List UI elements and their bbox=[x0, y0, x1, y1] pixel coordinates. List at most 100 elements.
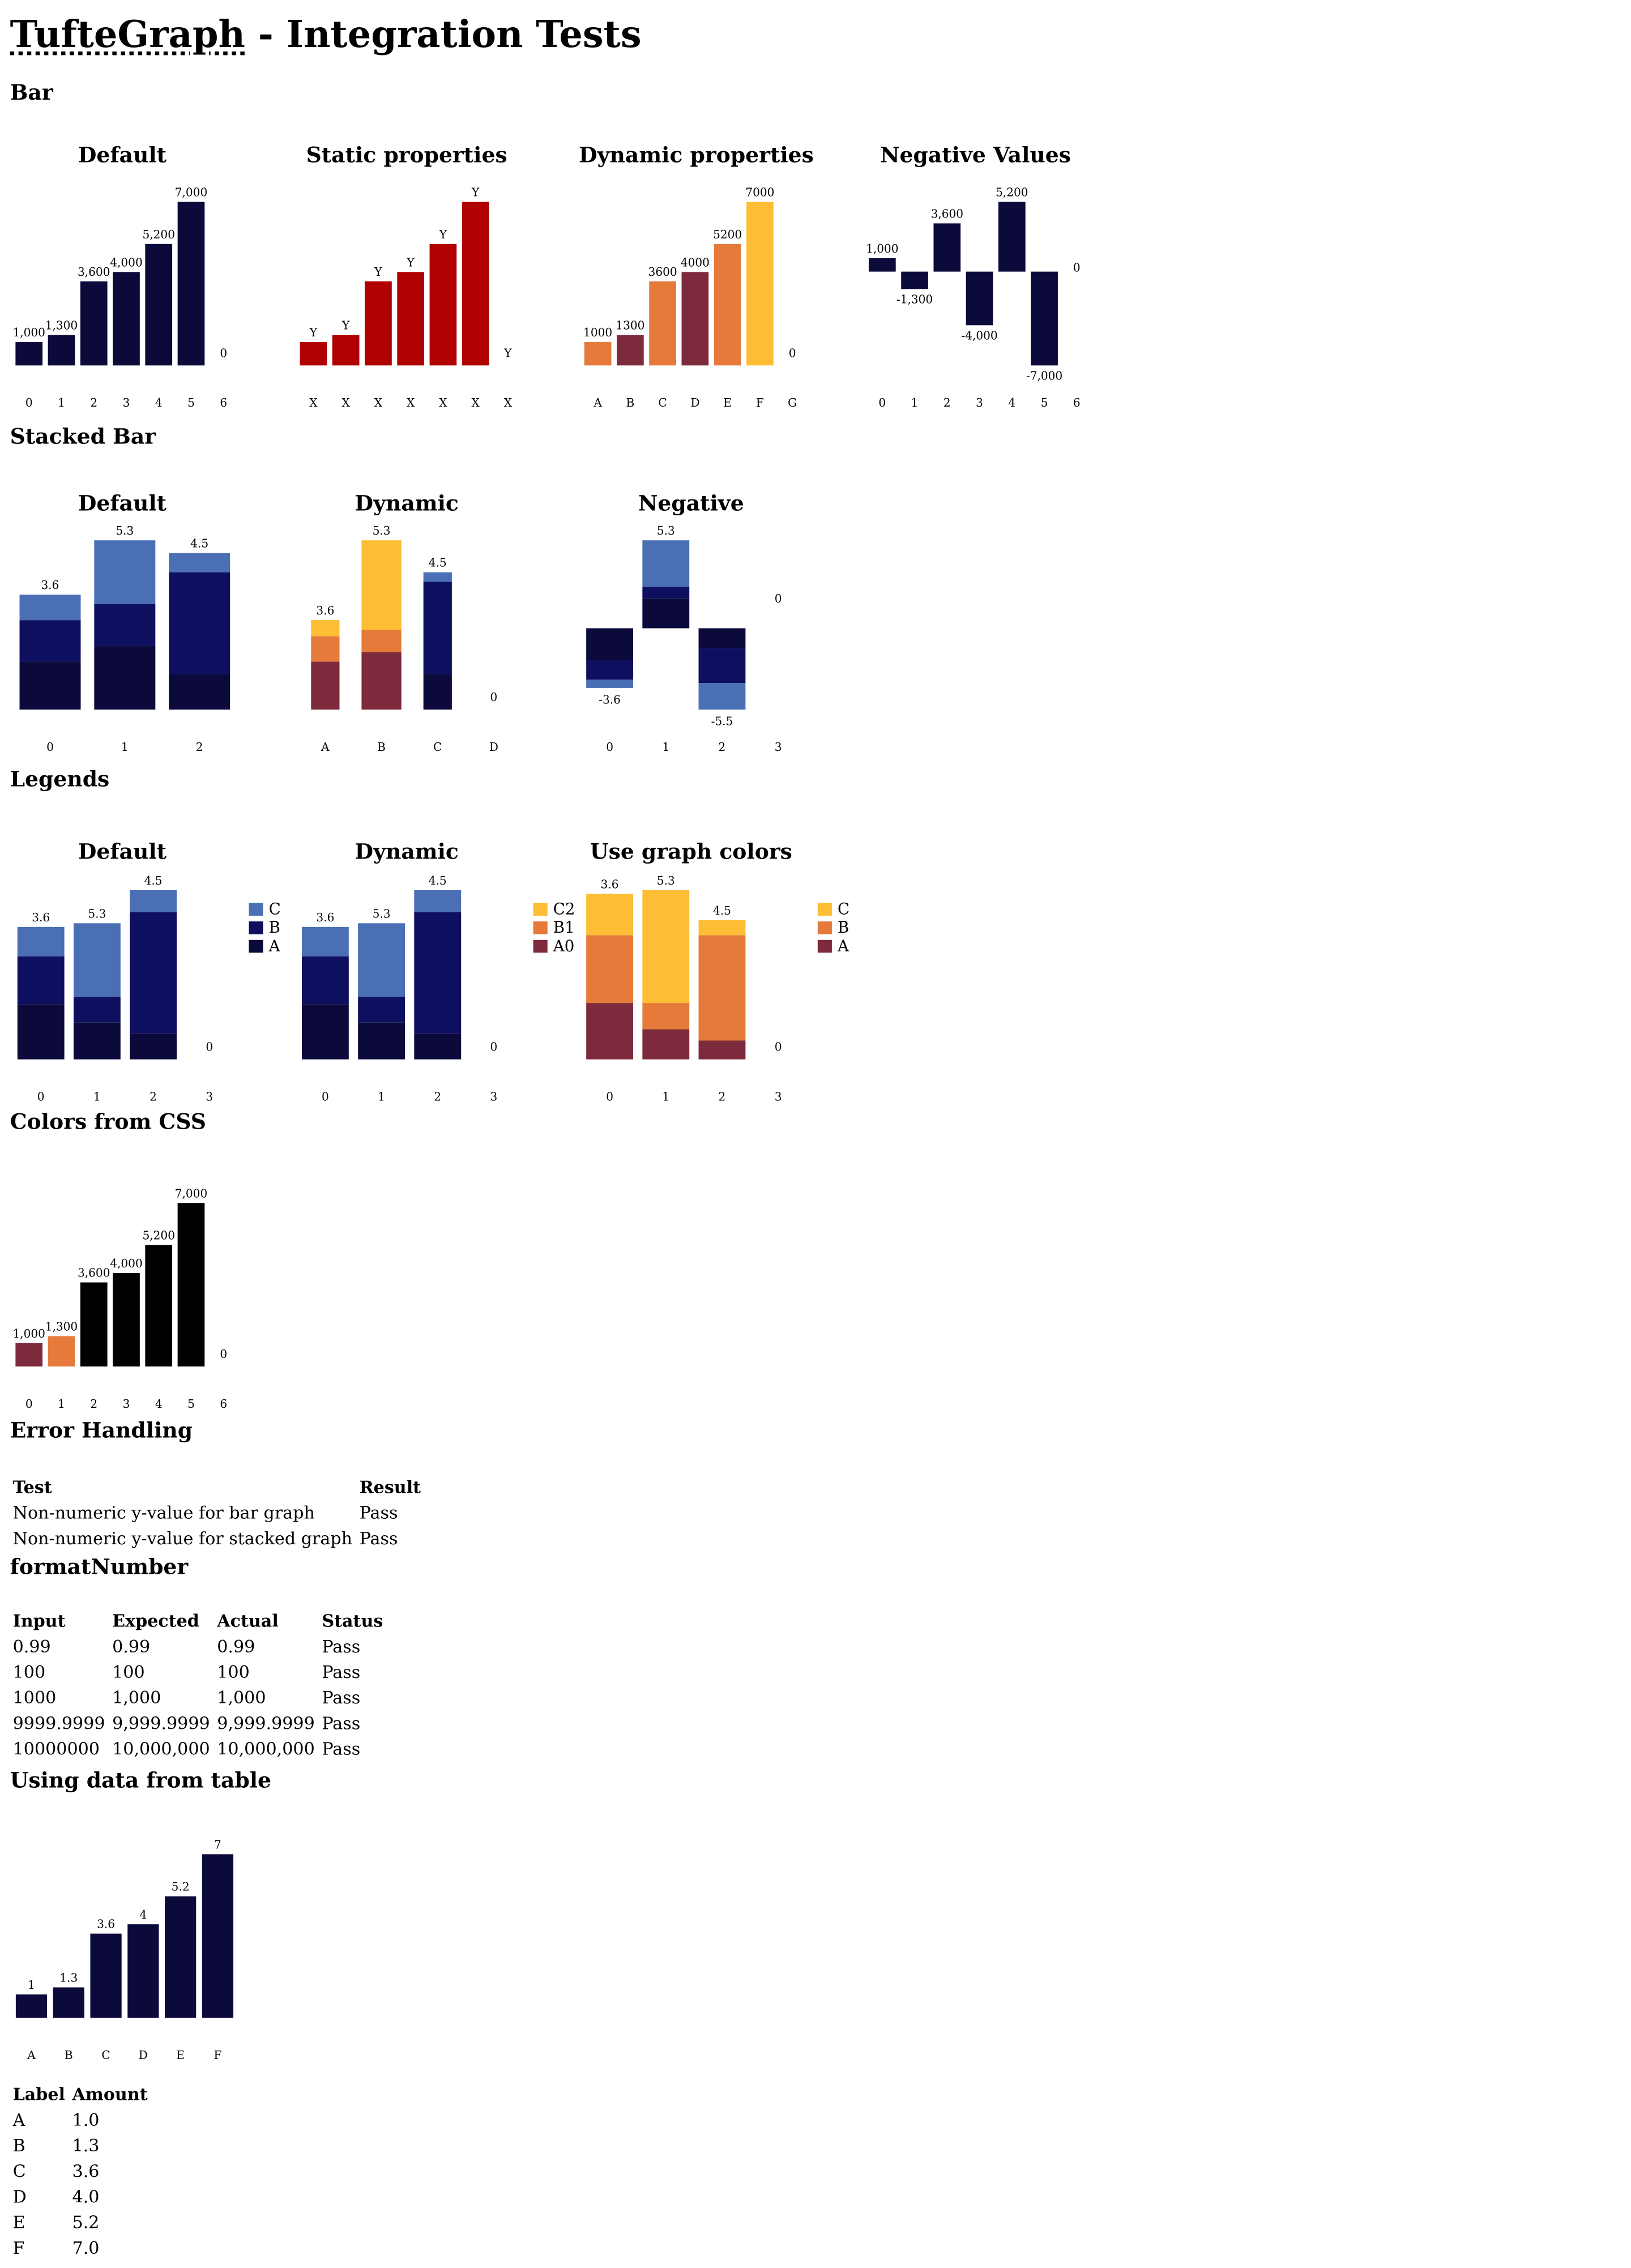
stack-segment bbox=[311, 661, 340, 710]
data-label: 5,200 bbox=[142, 228, 174, 241]
x-tick-label: 5 bbox=[187, 1397, 195, 1411]
stacked-dynamic-title: Dynamic bbox=[355, 490, 459, 516]
section-errors-heading: Error Handling bbox=[10, 1417, 193, 1443]
stack-segment bbox=[17, 926, 65, 956]
error-handling-table: Test Result Non-numeric y-value for bar … bbox=[10, 1475, 425, 1552]
stacked-negative-chart: -3.6 5.3 -5.5 0 1 2 3 0 bbox=[586, 524, 782, 754]
x-tick-label: E bbox=[176, 2048, 185, 2062]
stack-segment bbox=[698, 920, 746, 936]
stack-segment bbox=[301, 956, 349, 1005]
data-col-amount: Amount bbox=[72, 2085, 148, 2105]
data-cell: 5.2 bbox=[72, 2213, 100, 2233]
x-tick-label: 4 bbox=[1008, 396, 1015, 409]
legend-item: B bbox=[249, 919, 280, 937]
stack-segment bbox=[358, 997, 405, 1023]
bar bbox=[1031, 271, 1058, 366]
stack-segment bbox=[130, 890, 177, 912]
stack-segment bbox=[73, 1022, 121, 1060]
bar bbox=[165, 1896, 197, 2018]
x-tick-label: 6 bbox=[220, 1397, 227, 1411]
stack-segment bbox=[311, 636, 340, 662]
x-tick-label: 2 bbox=[90, 1397, 97, 1411]
legend-item: A bbox=[249, 937, 280, 956]
legend-dynamic-key: C2 B1 A0 bbox=[533, 900, 575, 955]
stack-segment bbox=[19, 661, 81, 710]
x-tick-label: 3 bbox=[976, 396, 983, 409]
data-label: 3.6 bbox=[316, 604, 334, 617]
legend-graph-chart: 3.6 5.3 4.5 0 1 2 3 0 bbox=[586, 874, 782, 1104]
legend-label: A bbox=[268, 937, 280, 956]
x-tick-label: D bbox=[139, 2048, 148, 2062]
data-cell: C bbox=[12, 2161, 26, 2181]
format-cell: Pass bbox=[322, 1713, 361, 1733]
tuftegraph-link[interactable]: TufteGraph bbox=[10, 14, 245, 57]
data-label: 7,000 bbox=[175, 186, 207, 199]
x-tick-label: 0 bbox=[322, 1090, 329, 1104]
data-label: 3.6 bbox=[601, 877, 619, 891]
bar bbox=[462, 202, 489, 366]
section-bar-heading: Bar bbox=[10, 79, 53, 105]
format-cell: 9999.9999 bbox=[12, 1713, 105, 1733]
stack-segment bbox=[169, 572, 230, 674]
format-cell: 10000000 bbox=[12, 1739, 100, 1759]
section-css-heading: Colors from CSS bbox=[10, 1109, 206, 1135]
format-col-actual: Actual bbox=[217, 1611, 279, 1631]
data-cell: F bbox=[12, 2238, 25, 2258]
bar-static-chart: Y Y Y Y Y Y X X X X X X X Y bbox=[300, 186, 513, 409]
bar bbox=[113, 1273, 140, 1367]
data-label: 1300 bbox=[616, 319, 644, 332]
data-label: 5,200 bbox=[142, 1229, 174, 1242]
data-label: 3,600 bbox=[931, 207, 963, 220]
x-tick-label: X bbox=[504, 396, 513, 409]
legend-label: B1 bbox=[553, 919, 575, 937]
data-label: Y bbox=[309, 326, 318, 339]
stack-segment bbox=[169, 553, 230, 573]
format-col-input: Input bbox=[12, 1611, 66, 1631]
bar bbox=[617, 335, 644, 366]
error-cell: Pass bbox=[359, 1528, 398, 1549]
data-cell: 4.0 bbox=[72, 2186, 100, 2207]
stack-segment bbox=[414, 1033, 462, 1060]
bar bbox=[53, 1987, 84, 2018]
data-label: 3.6 bbox=[41, 578, 59, 592]
x-tick-label: X bbox=[407, 396, 415, 409]
legend-swatch bbox=[249, 903, 263, 916]
format-cell: Pass bbox=[322, 1739, 361, 1759]
stack-segment bbox=[586, 680, 634, 688]
section-table-heading: Using data from table bbox=[10, 1767, 271, 1793]
data-label: 7 bbox=[214, 1838, 221, 1851]
legend-item: C bbox=[249, 900, 281, 919]
stack-segment bbox=[698, 1040, 746, 1060]
x-tick-label: 2 bbox=[719, 740, 726, 754]
stack-segment bbox=[94, 604, 156, 646]
data-label: 5.2 bbox=[172, 1880, 190, 1894]
source-data-table: Label Amount A 1.0 B 1.3 C 3.6 D 4.0 E 5.2 F 7… bbox=[10, 2082, 152, 2261]
stack-segment bbox=[642, 1003, 690, 1030]
page-title-rest: - Integration Tests bbox=[245, 14, 642, 57]
x-tick-label: 2 bbox=[434, 1090, 441, 1104]
bar bbox=[145, 244, 173, 366]
x-tick-label: G bbox=[788, 396, 797, 409]
stack-segment bbox=[361, 540, 402, 630]
stack-segment bbox=[73, 923, 121, 997]
data-cell: 1.3 bbox=[72, 2135, 100, 2156]
x-tick-label: 0 bbox=[25, 1397, 33, 1411]
bar-negative-chart: 1,000 -1,300 3,600 -4,000 5,200 -7,000 0 1 2 3 4 5 6… bbox=[866, 186, 1081, 410]
stacked-default-chart: 3.6 5.3 4.5 0 1 2 bbox=[19, 524, 230, 754]
format-cell: 100 bbox=[12, 1662, 46, 1682]
stack-segment bbox=[169, 674, 230, 710]
legend-swatch bbox=[817, 903, 832, 916]
stack-segment bbox=[698, 683, 746, 710]
legend-dynamic-chart: 3.6 5.3 4.5 0 1 2 3 0 bbox=[301, 874, 497, 1104]
stack-segment bbox=[642, 890, 690, 1003]
data-label: 4 bbox=[139, 1908, 147, 1921]
table-row: 100 100 100 Pass bbox=[10, 1659, 387, 1685]
bar bbox=[177, 202, 205, 366]
data-label: 7,000 bbox=[175, 1186, 207, 1200]
table-row: Non-numeric y-value for stacked graph Pa… bbox=[10, 1526, 425, 1551]
bar bbox=[868, 258, 896, 272]
stack-segment bbox=[73, 997, 121, 1023]
bar bbox=[998, 202, 1026, 272]
